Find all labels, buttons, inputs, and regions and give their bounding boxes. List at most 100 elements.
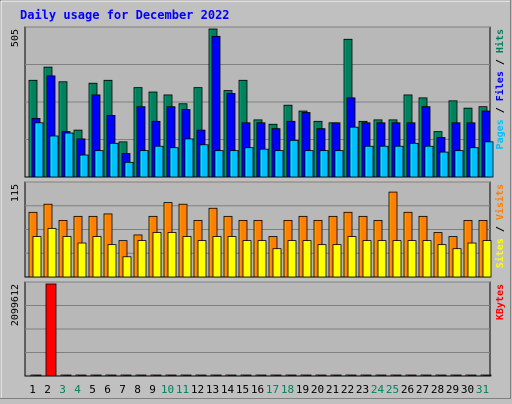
bar-kbytes-day-23 xyxy=(360,374,372,377)
bar-sites-day-3 xyxy=(62,236,72,278)
bar-sites-day-30 xyxy=(467,242,477,278)
bar-pages-day-26 xyxy=(409,142,419,178)
x-tick-day-3: 3 xyxy=(59,383,66,396)
bar-kbytes-day-22 xyxy=(345,374,357,377)
bar-pages-day-9 xyxy=(154,145,164,178)
bar-pages-day-17 xyxy=(274,150,284,178)
bar-pages-day-16 xyxy=(259,148,269,178)
panel-hits-files-pages: 505 Pages / Files / Hits xyxy=(10,26,506,178)
bar-sites-day-19 xyxy=(302,240,312,278)
panel-kbytes: 2099612 KBytes xyxy=(10,281,506,377)
bar-sites-day-28 xyxy=(437,244,447,278)
bar-kbytes-day-31 xyxy=(480,374,492,377)
x-tick-day-10: 10 xyxy=(161,383,174,396)
legend-separator: / xyxy=(495,53,506,71)
bar-pages-day-22 xyxy=(349,126,359,178)
legend-separator: / xyxy=(495,220,506,238)
bar-sites-day-5 xyxy=(92,236,102,278)
bar-sites-day-16 xyxy=(257,240,267,278)
legend-item-kbytes: KBytes xyxy=(495,284,506,320)
x-tick-day-20: 20 xyxy=(311,383,324,396)
x-tick-day-31: 31 xyxy=(476,383,489,396)
bar-sites-day-7 xyxy=(122,256,132,278)
bar-sites-day-13 xyxy=(212,236,222,278)
x-tick-day-8: 8 xyxy=(134,383,141,396)
bar-pages-day-31 xyxy=(484,141,494,178)
bar-kbytes-day-14 xyxy=(225,374,237,377)
bar-kbytes-day-2 xyxy=(45,283,57,377)
legend-item-sites: Sites xyxy=(494,238,506,268)
bar-sites-day-4 xyxy=(77,242,87,278)
x-tick-day-29: 29 xyxy=(446,383,459,396)
bar-pages-day-7 xyxy=(124,161,134,178)
bar-pages-day-19 xyxy=(304,150,314,178)
bar-sites-day-26 xyxy=(407,240,417,278)
x-tick-day-19: 19 xyxy=(296,383,309,396)
bar-pages-day-11 xyxy=(184,138,194,178)
chart-title: Daily usage for December 2022 xyxy=(20,8,230,22)
bar-kbytes-day-3 xyxy=(60,374,72,377)
bar-kbytes-day-18 xyxy=(285,374,297,377)
bar-pages-day-13 xyxy=(214,150,224,178)
bar-sites-day-27 xyxy=(422,240,432,278)
bar-pages-day-23 xyxy=(364,145,374,178)
x-tick-day-25: 25 xyxy=(386,383,399,396)
bar-pages-day-5 xyxy=(94,150,104,178)
bar-pages-day-15 xyxy=(244,147,254,178)
bar-pages-day-14 xyxy=(229,150,239,178)
bar-kbytes-day-21 xyxy=(330,374,342,377)
bar-pages-day-2 xyxy=(49,135,59,178)
legend-item-hits: Hits xyxy=(494,29,506,53)
bar-kbytes-day-7 xyxy=(120,374,132,377)
bar-sites-day-23 xyxy=(362,240,372,278)
x-tick-day-16: 16 xyxy=(251,383,264,396)
x-tick-day-6: 6 xyxy=(104,383,111,396)
x-tick-day-7: 7 xyxy=(119,383,126,396)
bar-pages-day-30 xyxy=(469,147,479,178)
bar-pages-day-18 xyxy=(289,139,299,178)
legend-separator: / xyxy=(495,101,506,119)
x-tick-day-28: 28 xyxy=(431,383,444,396)
x-tick-day-26: 26 xyxy=(401,383,414,396)
x-tick-day-22: 22 xyxy=(341,383,354,396)
bar-pages-day-24 xyxy=(379,145,389,178)
bar-kbytes-day-9 xyxy=(150,374,162,377)
bar-kbytes-day-20 xyxy=(315,374,327,377)
bar-kbytes-day-25 xyxy=(390,374,402,377)
bar-sites-day-11 xyxy=(182,236,192,278)
x-tick-day-5: 5 xyxy=(89,383,96,396)
bar-sites-day-29 xyxy=(452,248,462,278)
y-max-label: 2099612 xyxy=(10,284,21,326)
x-tick-day-23: 23 xyxy=(356,383,369,396)
legend-hits-files-pages: Pages / Files / Hits xyxy=(494,29,506,149)
bar-pages-day-4 xyxy=(79,154,89,178)
bar-kbytes-day-4 xyxy=(75,374,87,377)
bar-kbytes-day-8 xyxy=(135,374,147,377)
bar-sites-day-2 xyxy=(47,228,57,278)
bar-pages-day-10 xyxy=(169,147,179,178)
bar-sites-day-25 xyxy=(392,240,402,278)
bar-kbytes-day-24 xyxy=(375,374,387,377)
bar-kbytes-day-5 xyxy=(90,374,102,377)
bar-sites-day-22 xyxy=(347,236,357,278)
bar-kbytes-day-30 xyxy=(465,374,477,377)
bar-kbytes-day-10 xyxy=(165,374,177,377)
legend-kbytes: KBytes xyxy=(495,284,506,320)
bar-pages-day-6 xyxy=(109,142,119,178)
x-tick-day-4: 4 xyxy=(74,383,81,396)
bar-kbytes-day-12 xyxy=(195,374,207,377)
bar-kbytes-day-19 xyxy=(300,374,312,377)
legend-item-files: Files xyxy=(494,71,506,101)
bar-kbytes-day-26 xyxy=(405,374,417,377)
bar-pages-day-29 xyxy=(454,150,464,178)
bar-sites-day-6 xyxy=(107,244,117,278)
bar-pages-day-12 xyxy=(199,144,209,178)
bar-pages-day-27 xyxy=(424,145,434,178)
bar-kbytes-day-28 xyxy=(435,374,447,377)
bar-pages-day-28 xyxy=(439,151,449,178)
bar-sites-day-10 xyxy=(167,232,177,278)
bar-sites-day-31 xyxy=(482,240,492,278)
legend-visits-sites: Sites / Visits xyxy=(494,184,506,268)
legend-item-visits: Visits xyxy=(494,184,506,220)
